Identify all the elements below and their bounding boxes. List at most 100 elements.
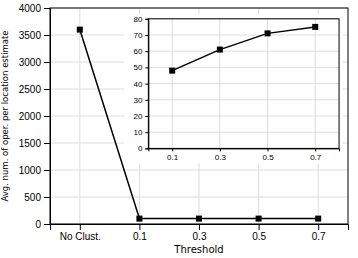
tick: 0 (35, 219, 50, 230)
tick: 20 (133, 112, 148, 121)
grid-line (148, 132, 339, 133)
tick: 0.5 (252, 224, 266, 242)
tick-mark (44, 89, 50, 90)
point (265, 30, 271, 36)
y-axis: 0 500 1000 1500 2000 2500 3000 3500 4000 (19, 3, 51, 230)
tick-label: 0 (138, 144, 143, 153)
point (312, 24, 318, 30)
tick: 0.3 (215, 148, 227, 162)
tick-label: 60 (133, 47, 142, 56)
tick-mark (259, 224, 260, 230)
tick-mark (44, 143, 50, 144)
tick-label: 0.3 (193, 231, 207, 242)
tick-label: 1000 (19, 165, 42, 176)
grid-line (172, 19, 173, 149)
grid-line (219, 19, 220, 149)
tick-mark (44, 170, 50, 171)
grid-line (267, 19, 268, 149)
tick-mark (44, 62, 50, 63)
tick-label: 30 (133, 96, 142, 105)
point (256, 216, 262, 222)
tick: 80 (133, 15, 148, 24)
x-axis: No Clust. 0.1 0.3 0.5 0.7 (51, 224, 349, 242)
grid (50, 8, 348, 224)
tick-mark (199, 224, 200, 230)
tick: 50 (133, 63, 148, 72)
x-axis-title: Threshold (173, 244, 223, 255)
tick-label: 0 (35, 219, 41, 230)
tick-label: 0.1 (167, 153, 179, 162)
chart: No Clust.0.10.30.50.70500100015002000250… (0, 0, 358, 258)
point (196, 216, 202, 222)
inset-background (124, 14, 343, 164)
tick-label: 2000 (19, 111, 42, 122)
tick: No Clust. (60, 224, 101, 242)
tick: 1500 (19, 138, 50, 149)
plot-frame (50, 8, 348, 224)
inset-plot: 0.1 0.3 0.5 0.7 0 10 20 30 40 50 60 70 80 (124, 14, 343, 164)
tick-label: 0.1 (133, 231, 147, 242)
tick: 3000 (19, 57, 50, 68)
point (136, 216, 142, 222)
grid-line (148, 35, 339, 36)
grid-line (148, 99, 339, 100)
axis-line (149, 149, 340, 152)
point (315, 216, 321, 222)
tick: 2000 (19, 111, 50, 122)
axis-line (51, 225, 349, 231)
tick: 3500 (19, 30, 50, 41)
grid (148, 19, 339, 149)
tick-label: 1500 (19, 138, 42, 149)
grid-line (148, 116, 339, 117)
tick: 0 (138, 144, 148, 153)
tick-label: 0.5 (252, 231, 266, 242)
tick: 70 (133, 31, 148, 40)
tick-label: 500 (24, 192, 41, 203)
tick-label: 50 (133, 63, 142, 72)
grid-line (50, 35, 348, 36)
point (217, 47, 223, 53)
tick: 40 (133, 80, 148, 89)
tick: 0.5 (262, 148, 274, 162)
line (172, 27, 315, 71)
tick-label: 4000 (19, 3, 42, 14)
tick-label: 10 (133, 128, 142, 137)
y-axis-title: Avg. num. of oper. per location estimate (0, 30, 10, 201)
plot-frame (148, 19, 339, 149)
point (169, 68, 175, 74)
tick-label: 80 (133, 15, 142, 24)
grid-line (79, 8, 80, 224)
y-axis: 0 10 20 30 40 50 60 70 80 (133, 15, 148, 154)
tick-label: 2500 (19, 84, 42, 95)
tick-label: 70 (133, 31, 142, 40)
tick: 1000 (19, 165, 50, 176)
tick-label: 20 (133, 112, 142, 121)
tick-mark (44, 197, 50, 198)
series (169, 24, 318, 74)
tick-label: No Clust. (60, 231, 101, 242)
tick-label: 3500 (19, 30, 42, 41)
grid-line (148, 51, 339, 52)
main-plot: No Clust.0.10.30.50.70500100015002000250… (0, 3, 349, 255)
grid-line (315, 19, 316, 149)
tick: 0.3 (193, 224, 207, 242)
tick: 60 (133, 47, 148, 56)
tick: 0.7 (312, 224, 326, 242)
tick-mark (139, 224, 140, 230)
tick: 30 (133, 96, 148, 105)
tick-mark (44, 116, 50, 117)
tick: 0.7 (310, 148, 322, 162)
x-axis: 0.1 0.3 0.5 0.7 (149, 148, 340, 162)
tick-label: 3000 (19, 57, 42, 68)
tick-label: 0.3 (215, 153, 227, 162)
tick-mark (318, 224, 319, 230)
tick: 500 (24, 192, 50, 203)
tick-label: 40 (133, 80, 142, 89)
tick: 10 (133, 128, 148, 137)
tick: 0.1 (133, 224, 147, 242)
tick-mark (44, 35, 50, 36)
tick: 0.1 (167, 148, 179, 162)
grid-line (50, 116, 348, 117)
tick-label: 0.7 (312, 231, 326, 242)
grid-line (148, 83, 339, 84)
